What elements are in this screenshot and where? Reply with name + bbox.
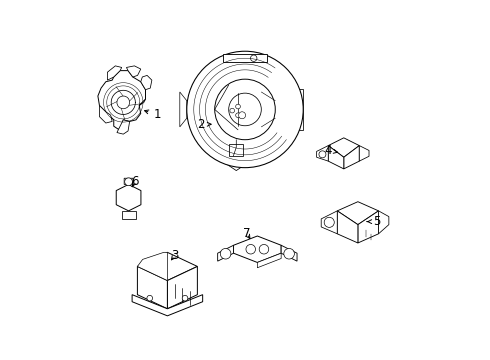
Text: 2: 2 xyxy=(197,118,211,131)
Polygon shape xyxy=(257,253,281,268)
FancyBboxPatch shape xyxy=(223,54,267,62)
Polygon shape xyxy=(218,245,234,261)
Polygon shape xyxy=(139,99,146,105)
Polygon shape xyxy=(99,105,112,123)
Text: 5: 5 xyxy=(367,215,380,228)
Polygon shape xyxy=(168,266,197,309)
Polygon shape xyxy=(137,266,168,309)
Circle shape xyxy=(215,79,275,140)
Polygon shape xyxy=(294,89,303,130)
Polygon shape xyxy=(317,145,328,161)
Circle shape xyxy=(250,55,257,62)
Polygon shape xyxy=(379,211,389,234)
Text: 6: 6 xyxy=(131,175,139,188)
Polygon shape xyxy=(122,211,136,219)
Polygon shape xyxy=(117,120,130,134)
Circle shape xyxy=(182,295,188,301)
Polygon shape xyxy=(124,178,133,187)
Circle shape xyxy=(236,113,240,118)
Circle shape xyxy=(117,96,130,109)
Circle shape xyxy=(239,112,245,119)
Text: 3: 3 xyxy=(171,249,178,262)
Polygon shape xyxy=(132,294,203,316)
Text: 4: 4 xyxy=(324,144,338,157)
Circle shape xyxy=(187,51,303,168)
Polygon shape xyxy=(328,138,359,157)
Polygon shape xyxy=(227,153,245,171)
Polygon shape xyxy=(180,92,187,127)
Polygon shape xyxy=(141,75,152,90)
Polygon shape xyxy=(281,245,297,261)
Text: 1: 1 xyxy=(145,108,161,121)
Polygon shape xyxy=(344,145,359,169)
Polygon shape xyxy=(126,66,141,77)
Circle shape xyxy=(319,151,326,158)
Text: 7: 7 xyxy=(243,227,250,240)
Circle shape xyxy=(284,248,294,259)
Polygon shape xyxy=(98,71,146,129)
Circle shape xyxy=(124,178,132,186)
Polygon shape xyxy=(337,202,379,225)
Polygon shape xyxy=(321,211,337,234)
Circle shape xyxy=(236,104,240,109)
Circle shape xyxy=(229,93,261,126)
Polygon shape xyxy=(328,145,344,169)
Polygon shape xyxy=(137,252,197,280)
Circle shape xyxy=(147,295,152,301)
Polygon shape xyxy=(137,252,168,280)
Polygon shape xyxy=(107,66,122,80)
Polygon shape xyxy=(359,145,369,161)
FancyBboxPatch shape xyxy=(229,144,243,156)
Circle shape xyxy=(230,108,235,113)
Circle shape xyxy=(259,244,269,254)
Polygon shape xyxy=(116,184,141,211)
Circle shape xyxy=(246,244,255,254)
Polygon shape xyxy=(337,211,358,243)
Polygon shape xyxy=(358,211,379,243)
Circle shape xyxy=(220,248,231,259)
Circle shape xyxy=(324,217,334,228)
Polygon shape xyxy=(234,236,281,262)
